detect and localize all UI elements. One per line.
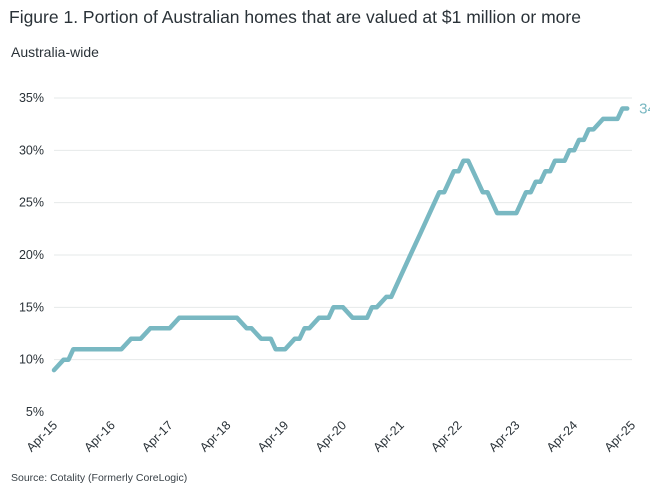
plot-area: 34% xyxy=(51,100,650,373)
x-tick-label: Apr-25 xyxy=(602,418,638,454)
gridlines xyxy=(54,97,632,361)
x-tick-label: Apr-23 xyxy=(486,418,522,454)
x-tick-label: Apr-22 xyxy=(428,418,464,454)
x-tick-label: Apr-19 xyxy=(255,418,291,454)
x-tick-label: Apr-18 xyxy=(197,418,233,454)
y-tick-label: 30% xyxy=(19,143,44,157)
x-tick-label: Apr-16 xyxy=(81,418,117,454)
x-tick-label: Apr-17 xyxy=(139,418,175,454)
end-value-label: 34% xyxy=(639,100,650,117)
x-tick-label: Apr-20 xyxy=(313,418,349,454)
chart-subtitle: Australia-wide xyxy=(11,44,99,60)
x-tick-label: Apr-15 xyxy=(24,418,60,454)
series-line xyxy=(51,106,630,373)
y-tick-label: 35% xyxy=(19,91,44,105)
y-tick-label: 25% xyxy=(19,196,44,210)
chart-title: Figure 1. Portion of Australian homes th… xyxy=(9,7,581,27)
y-tick-label: 20% xyxy=(19,248,44,262)
x-tick-label: Apr-21 xyxy=(370,418,406,454)
source-note: Source: Cotality (Formerly CoreLogic) xyxy=(11,472,188,484)
x-axis: Apr-15 Apr-16 Apr-17 Apr-18 Apr-19 Apr-20 Apr-… xyxy=(24,418,638,454)
y-axis: 5% 10% 15% 20% 25% 30% 35% xyxy=(19,91,44,419)
x-tick-label: Apr-24 xyxy=(544,418,580,454)
y-tick-label: 15% xyxy=(19,300,44,314)
y-tick-label: 5% xyxy=(26,405,44,419)
y-tick-label: 10% xyxy=(19,353,44,367)
